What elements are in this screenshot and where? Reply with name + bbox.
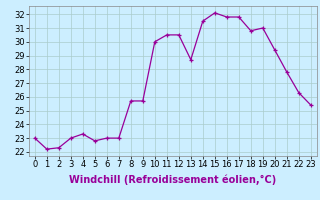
X-axis label: Windchill (Refroidissement éolien,°C): Windchill (Refroidissement éolien,°C) [69, 175, 276, 185]
